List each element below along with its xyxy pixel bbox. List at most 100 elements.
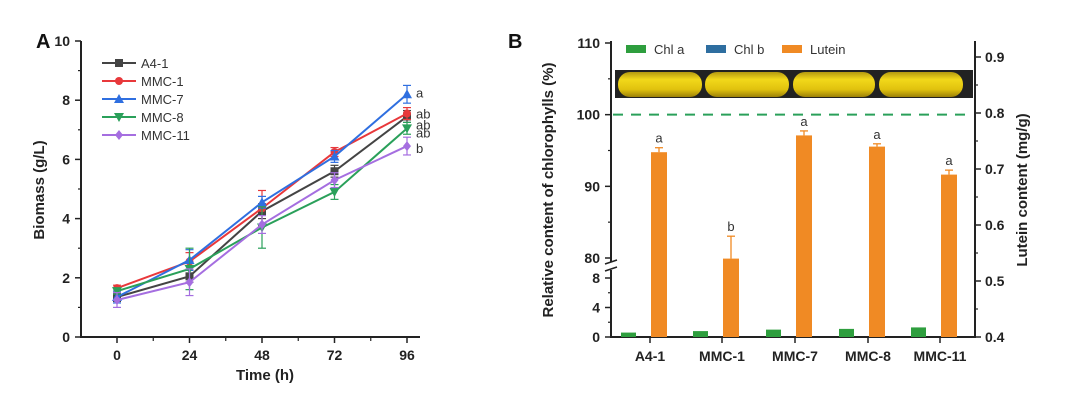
data-point <box>257 197 267 207</box>
bar-lutein <box>651 152 667 337</box>
significance-label: a <box>416 85 424 100</box>
b-right-axis-label: Lutein content (mg/g) <box>1014 113 1031 266</box>
data-point <box>112 287 122 297</box>
legend-label: MMC-8 <box>141 110 184 125</box>
b-y2-tick-label: 0.6 <box>985 217 1005 233</box>
bar-group-mmc-7: a <box>766 114 812 337</box>
legend-marker <box>115 130 123 140</box>
significance-label: a <box>945 153 953 168</box>
bar-chl-a <box>693 331 708 337</box>
a-y-tick-label: 8 <box>62 92 70 108</box>
legend-swatch <box>706 45 726 53</box>
legend-item: MMC-11 <box>102 128 190 143</box>
culture-photo <box>615 70 973 98</box>
significance-label: a <box>655 131 663 146</box>
legend-label: MMC-1 <box>141 74 184 89</box>
bar-group-mmc-1: b <box>693 219 739 337</box>
cuvette <box>879 72 963 97</box>
series-mmc-8: ab <box>112 121 430 297</box>
legend-swatch <box>782 45 802 53</box>
b-y-tick-label: 110 <box>577 35 600 51</box>
panel-b: B 0 4 8 80 90 100 110 0.4 0.5 0.6 0.7 0.8 0.9 A4-1 M… <box>508 31 1031 364</box>
bar-group-a4-1: a <box>621 131 667 337</box>
significance-label: ab <box>416 125 430 140</box>
data-point <box>329 187 340 197</box>
a-x-tick-label: 48 <box>254 347 270 363</box>
legend-marker <box>114 94 124 103</box>
b-y2-tick-label: 0.9 <box>985 49 1005 65</box>
legend-item: MMC-7 <box>102 92 184 107</box>
a-x-axis-label: Time (h) <box>236 367 294 384</box>
data-point <box>113 295 121 305</box>
a-x-tick-label: 72 <box>327 347 343 363</box>
b-y-tick-label: 100 <box>577 107 601 123</box>
panel-label-a: A <box>36 31 50 53</box>
legend-marker <box>115 77 123 85</box>
b-x-tick-label: MMC-8 <box>845 348 891 364</box>
a-y-tick-label: 0 <box>62 329 70 345</box>
legend-label: Lutein <box>810 42 845 57</box>
b-y2-tick-label: 0.5 <box>985 273 1005 289</box>
legend-item: Lutein <box>782 42 845 57</box>
b-y2-tick-label: 0.7 <box>985 161 1005 177</box>
a-y-tick-label: 4 <box>62 211 70 227</box>
a-y-axis-label: Biomass (g/L) <box>31 140 48 239</box>
legend-item: MMC-1 <box>102 74 184 89</box>
legend-label: Chl a <box>654 42 685 57</box>
b-y-tick-label: 8 <box>592 270 600 286</box>
panel-label-b: B <box>508 31 522 53</box>
data-point <box>330 167 339 176</box>
b-x-tick-label: A4-1 <box>635 348 666 364</box>
legend-marker <box>114 113 124 122</box>
legend-item: Chl a <box>626 42 685 57</box>
a-y-tick-label: 2 <box>62 270 70 286</box>
bar-chl-a <box>839 328 854 337</box>
data-point <box>329 151 340 161</box>
significance-label: b <box>416 141 423 156</box>
legend-item: MMC-8 <box>102 110 184 125</box>
legend-label: MMC-7 <box>141 92 184 107</box>
data-point <box>403 109 411 118</box>
significance-label: ab <box>416 117 430 132</box>
data-point <box>403 141 411 152</box>
bar-lutein <box>941 174 957 337</box>
legend-marker <box>115 59 123 67</box>
data-point <box>330 175 339 186</box>
significance-label: b <box>727 219 734 234</box>
significance-label: a <box>800 114 808 129</box>
b-left-axis-label: Relative content of chlorophylls (%) <box>540 62 557 317</box>
bar-lutein <box>796 135 812 337</box>
series-mmc-11: b <box>113 136 423 308</box>
bar-lutein <box>723 258 739 337</box>
cuvette <box>793 72 875 97</box>
b-y-tick-label: 4 <box>592 300 600 316</box>
bar-chl-a <box>766 329 781 337</box>
a-x-tick-label: 96 <box>399 347 415 363</box>
b-y-tick-label: 0 <box>592 329 600 345</box>
data-point <box>402 89 412 99</box>
cuvette <box>705 72 789 97</box>
significance-label: a <box>873 127 881 142</box>
bar-group-mmc-11: a <box>911 153 957 337</box>
a-y-tick-label: 10 <box>54 33 70 49</box>
cuvette <box>618 72 702 97</box>
a-y-tick-label: 6 <box>62 151 70 167</box>
significance-label: ab <box>416 107 430 122</box>
b-y-tick-label: 90 <box>584 178 600 194</box>
bar-chl-a <box>911 327 926 337</box>
b-x-tick-label: MMC-11 <box>914 348 967 364</box>
a-x-tick-label: 24 <box>182 347 198 363</box>
bar-lutein <box>869 146 885 337</box>
b-y2-tick-label: 0.4 <box>985 329 1005 345</box>
legend-label: Chl b <box>734 42 764 57</box>
data-point <box>258 219 266 230</box>
legend-item: A4-1 <box>102 56 168 71</box>
bar-chl-a <box>621 332 636 337</box>
b-x-tick-label: MMC-1 <box>699 348 745 364</box>
legend-label: MMC-11 <box>141 128 190 143</box>
legend-swatch <box>626 45 646 53</box>
b-y-tick-label: 80 <box>584 250 600 266</box>
bar-group-mmc-8: a <box>839 127 885 337</box>
